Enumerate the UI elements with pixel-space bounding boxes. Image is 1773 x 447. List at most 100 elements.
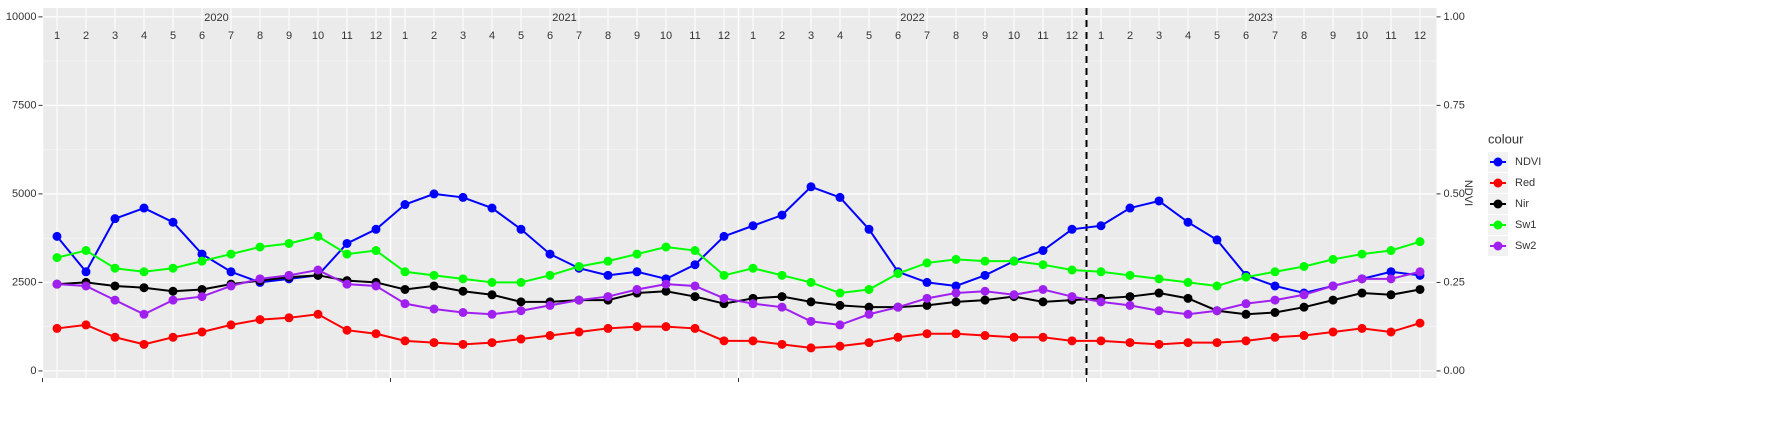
point xyxy=(777,292,787,302)
point xyxy=(516,297,526,307)
legend-label: NDVI xyxy=(1515,156,1541,168)
x-tick-label: 8 xyxy=(1301,30,1307,42)
grid xyxy=(41,8,1437,378)
point xyxy=(342,279,352,289)
y2-axis-title: NDVI xyxy=(1462,180,1474,206)
point xyxy=(1386,267,1396,277)
point xyxy=(690,246,700,256)
point xyxy=(1357,323,1367,333)
series-line xyxy=(56,235,1421,295)
point xyxy=(168,217,178,227)
point xyxy=(719,336,729,346)
point xyxy=(110,295,120,305)
x-tick-label: 7 xyxy=(924,30,930,42)
x-tick-label: 2 xyxy=(431,30,437,42)
x-tick-label: 12 xyxy=(370,30,382,42)
point xyxy=(1415,237,1425,247)
point xyxy=(1096,297,1106,307)
point xyxy=(516,306,526,316)
point xyxy=(951,329,961,339)
point xyxy=(980,331,990,341)
point xyxy=(574,327,584,337)
point xyxy=(139,339,149,349)
point xyxy=(168,286,178,296)
x-tick-label: 3 xyxy=(808,30,814,42)
point xyxy=(139,309,149,319)
point xyxy=(1212,235,1222,245)
point xyxy=(632,322,642,332)
point xyxy=(951,288,961,298)
point xyxy=(1328,254,1338,264)
x-tick-label: 4 xyxy=(837,30,843,42)
point xyxy=(81,320,91,330)
point xyxy=(1125,270,1135,280)
point xyxy=(429,304,439,314)
y2-tick-label: 0.25 xyxy=(1444,276,1465,288)
x-tick-label: 6 xyxy=(1243,30,1249,42)
point xyxy=(1328,327,1338,337)
point xyxy=(748,336,758,346)
legend-label: Sw2 xyxy=(1515,240,1536,252)
point xyxy=(1299,302,1309,312)
point xyxy=(922,329,932,339)
x-tick-label: 5 xyxy=(170,30,176,42)
x-tick-label: 5 xyxy=(1214,30,1220,42)
point xyxy=(1183,217,1193,227)
point xyxy=(1125,338,1135,348)
point xyxy=(1212,338,1222,348)
point xyxy=(632,284,642,294)
x-tick-label: 10 xyxy=(312,30,324,42)
point xyxy=(864,309,874,319)
point xyxy=(661,279,671,289)
point xyxy=(719,270,729,280)
point xyxy=(1096,336,1106,346)
point xyxy=(574,295,584,305)
series-line xyxy=(56,185,1421,295)
x-tick-label: 1 xyxy=(750,30,756,42)
y2-tick-label: 1.00 xyxy=(1444,11,1465,23)
point xyxy=(1096,221,1106,231)
point xyxy=(516,277,526,287)
point xyxy=(864,224,874,234)
point xyxy=(342,325,352,335)
point xyxy=(110,332,120,342)
x-tick-label: 9 xyxy=(634,30,640,42)
point xyxy=(1038,284,1048,294)
point xyxy=(168,263,178,273)
point xyxy=(1183,293,1193,303)
point xyxy=(226,320,236,330)
point xyxy=(1386,327,1396,337)
point xyxy=(168,332,178,342)
point xyxy=(806,277,816,287)
x-tick-label: 9 xyxy=(286,30,292,42)
point xyxy=(197,256,207,266)
x-tick-label: 4 xyxy=(141,30,147,42)
point xyxy=(255,315,265,325)
x-tick-label: 7 xyxy=(576,30,582,42)
point xyxy=(690,281,700,291)
point xyxy=(748,263,758,273)
point xyxy=(1299,261,1309,271)
x-tick-label: 11 xyxy=(1385,30,1396,42)
y-tick-label: 7500 xyxy=(12,99,36,111)
point xyxy=(313,265,323,275)
point xyxy=(1154,288,1164,298)
point xyxy=(922,300,932,310)
point xyxy=(835,320,845,330)
x-tick-label: 7 xyxy=(228,30,234,42)
point xyxy=(400,299,410,309)
point xyxy=(458,339,468,349)
point xyxy=(1415,267,1425,277)
series-line xyxy=(56,313,1421,349)
legend-label: Nir xyxy=(1515,198,1529,210)
point xyxy=(1009,256,1019,266)
point xyxy=(1125,300,1135,310)
x-tick-label: 3 xyxy=(112,30,118,42)
point xyxy=(835,288,845,298)
point xyxy=(1357,274,1367,284)
x-tick-label: 4 xyxy=(489,30,495,42)
point xyxy=(806,343,816,353)
point xyxy=(1270,332,1280,342)
point xyxy=(1038,260,1048,270)
y2-tick-label: 0.50 xyxy=(1444,188,1465,200)
